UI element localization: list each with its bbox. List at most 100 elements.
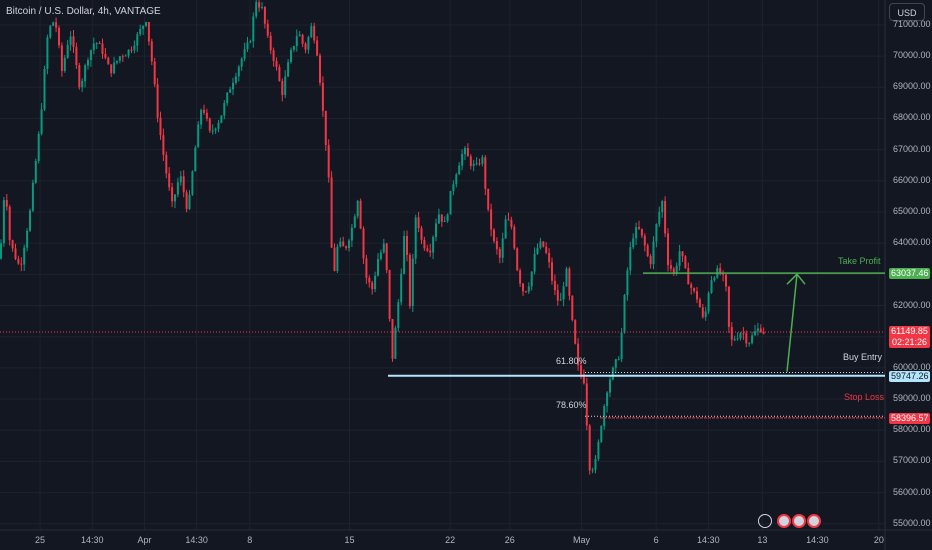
time-tick-label: May: [573, 535, 591, 545]
candle-body: [301, 34, 304, 44]
candle-body: [150, 41, 153, 62]
stop-loss-annotation: Stop Loss: [844, 392, 885, 402]
candle-body: [658, 212, 661, 225]
current-price-label: 61149.85 02:21:26: [889, 326, 930, 349]
candle-body: [661, 201, 664, 213]
candle-body: [26, 230, 29, 248]
candle-body: [217, 122, 220, 129]
candle-body: [171, 187, 174, 202]
current-price-value: 61149.85: [891, 326, 928, 337]
candle-body: [81, 81, 84, 88]
candle-body: [710, 280, 713, 293]
candle-body: [684, 256, 687, 269]
candle-body: [727, 286, 730, 327]
candle-body: [75, 47, 78, 66]
candle-body: [92, 43, 95, 51]
candle-body: [559, 299, 562, 301]
candle-body: [63, 57, 66, 71]
candle-body: [414, 217, 417, 259]
candle-body: [527, 286, 530, 292]
candle-body: [162, 135, 165, 155]
candle-body: [368, 277, 371, 283]
candle-body: [655, 224, 658, 242]
us-flag-event-icon[interactable]: [807, 514, 821, 528]
candle-body: [493, 229, 495, 242]
candle-body: [701, 307, 704, 318]
candle-body: [751, 335, 754, 344]
candle-body: [182, 176, 185, 193]
candle-body: [107, 57, 110, 65]
candle-body: [72, 36, 75, 48]
candle-body: [350, 227, 353, 241]
candle-body: [719, 268, 722, 274]
candle-body: [594, 458, 597, 470]
candle-body: [632, 238, 635, 248]
candle-body: [417, 217, 420, 229]
candle-body: [455, 174, 458, 185]
price-tick-label: 68000.00: [893, 112, 931, 123]
candle-body: [295, 36, 298, 47]
candle-body: [307, 37, 310, 50]
candle-body: [263, 7, 266, 24]
candle-body: [333, 247, 336, 271]
currency-button[interactable]: USD: [889, 3, 925, 21]
candle-body: [197, 124, 200, 148]
candle-body: [553, 280, 556, 291]
candle-body: [156, 84, 159, 118]
candle-body: [310, 26, 313, 38]
time-tick-label: 15: [344, 535, 355, 545]
time-tick-label: 14:30: [81, 535, 104, 545]
candle-body: [0, 243, 2, 259]
candle-body: [574, 320, 577, 344]
candle-body: [252, 16, 255, 42]
candle-body: [646, 245, 649, 257]
candle-body: [458, 165, 461, 175]
time-tick-label: 14:30: [697, 535, 720, 545]
candle-body: [139, 29, 142, 35]
candle-body: [324, 110, 327, 146]
candle-body: [104, 54, 107, 58]
candle-body: [95, 43, 98, 45]
candle-body: [40, 109, 43, 134]
candle-body: [142, 25, 145, 30]
candle-body: [400, 273, 403, 303]
candle-body: [469, 156, 472, 166]
candle-body: [266, 23, 269, 36]
us-flag-event-icon[interactable]: [792, 514, 806, 528]
candle-body: [298, 34, 301, 37]
candle-body: [675, 265, 678, 273]
candle-body: [255, 2, 258, 17]
candle-body: [272, 50, 275, 62]
candle-body: [406, 235, 408, 255]
candle-body: [179, 176, 182, 183]
candle-body: [530, 271, 533, 287]
candle-body: [229, 89, 232, 93]
candle-body: [733, 339, 736, 341]
candle-body: [490, 209, 493, 230]
price-tick-label: 55000.00: [893, 517, 931, 528]
candle-body: [443, 220, 446, 222]
candle-body: [609, 379, 611, 393]
candle-body: [11, 240, 14, 249]
buy-entry-annotation: Buy Entry: [843, 352, 883, 362]
candle-body: [165, 154, 168, 174]
candle-body: [423, 239, 426, 249]
candle-body: [672, 268, 675, 273]
candle-body: [342, 241, 345, 247]
candle-body: [461, 154, 464, 166]
candle-body: [635, 227, 638, 239]
candle-body: [501, 238, 504, 258]
candle-body: [371, 282, 374, 290]
candle-body: [756, 328, 759, 332]
candle-body: [446, 214, 449, 221]
us-flag-event-icon[interactable]: [777, 514, 791, 528]
candle-body: [327, 145, 330, 178]
candle-body: [507, 219, 510, 221]
time-tick-label: 8: [247, 535, 253, 545]
candle-body: [214, 128, 217, 131]
candle-body: [292, 46, 295, 50]
candle-body: [429, 250, 432, 253]
candle-body: [249, 41, 252, 43]
lightning-event-icon[interactable]: [758, 514, 772, 528]
